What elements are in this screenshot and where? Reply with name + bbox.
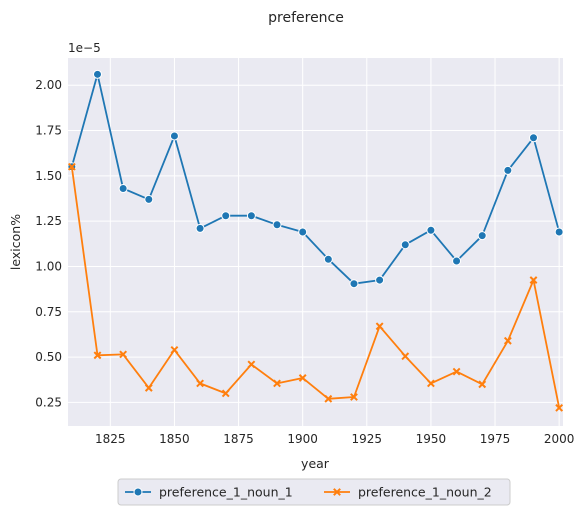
data-point xyxy=(195,223,205,233)
data-point xyxy=(272,220,282,230)
data-point xyxy=(324,394,333,403)
y-tick-label: 0.25 xyxy=(35,395,62,409)
data-point xyxy=(401,352,410,361)
series-line xyxy=(70,73,561,285)
data-point xyxy=(246,211,256,221)
plot-area xyxy=(68,58,563,426)
data-point xyxy=(273,379,281,388)
data-point xyxy=(554,227,564,237)
data-point xyxy=(170,345,179,354)
data-point xyxy=(555,403,564,412)
data-point xyxy=(400,240,410,250)
y-tick-label: 2.00 xyxy=(35,78,62,92)
data-point xyxy=(529,133,539,143)
y-tick-label: 1.50 xyxy=(35,169,62,183)
data-point xyxy=(119,350,128,359)
y-tick-label: 1.75 xyxy=(35,124,62,138)
legend-label: preference_1_noun_2 xyxy=(358,485,492,500)
data-point xyxy=(144,194,154,204)
legend-item: preference_1_noun_1 xyxy=(125,485,293,500)
data-point xyxy=(375,275,385,285)
data-point xyxy=(196,379,204,388)
y-tick-label: 1.25 xyxy=(35,214,62,228)
data-point xyxy=(67,162,76,171)
chart-title: preference xyxy=(268,10,344,26)
x-tick-label: 1975 xyxy=(480,432,511,446)
x-tick-label: 2000 xyxy=(544,432,575,446)
data-point xyxy=(298,227,308,237)
x-tick-label: 1950 xyxy=(416,432,447,446)
data-point xyxy=(529,276,538,284)
data-point xyxy=(427,379,435,388)
data-point xyxy=(478,380,487,389)
data-point xyxy=(503,165,513,175)
data-point xyxy=(452,367,461,376)
y-tick-label: 0.75 xyxy=(35,305,62,319)
data-point xyxy=(503,336,512,345)
x-axis-label: year xyxy=(301,456,330,471)
data-point xyxy=(452,256,462,266)
data-point xyxy=(133,487,143,497)
data-point xyxy=(298,374,307,382)
grid-lines xyxy=(68,58,563,426)
data-point xyxy=(323,254,333,264)
legend-label: preference_1_noun_1 xyxy=(159,485,293,500)
data-point xyxy=(247,360,256,369)
data-point xyxy=(333,488,341,496)
series-layer xyxy=(67,69,564,412)
data-point xyxy=(118,184,128,194)
data-point xyxy=(426,225,436,235)
y-tick-label: 1.00 xyxy=(35,259,62,273)
legend-item: preference_1_noun_2 xyxy=(324,485,492,500)
data-point xyxy=(221,211,231,221)
data-point xyxy=(169,131,179,141)
data-point xyxy=(375,322,384,331)
data-point xyxy=(92,69,102,79)
legend-box xyxy=(117,478,511,506)
data-point xyxy=(93,351,102,360)
y-axis-label: lexicon% xyxy=(8,214,23,270)
y-tick-label: 0.50 xyxy=(35,350,62,364)
y-axis-ticks: 0.25 0.50 0.75 1.00 1.25 1.50 1.75 2.00 xyxy=(35,78,62,409)
series-2 xyxy=(67,162,564,412)
x-axis-ticks: 1825 1850 1875 1900 1925 1950 1975 2000 xyxy=(95,432,574,446)
x-tick-label: 1875 xyxy=(223,432,254,446)
x-tick-label: 1825 xyxy=(95,432,126,446)
data-point xyxy=(477,231,487,241)
legend: preference_1_noun_1 preference_1_noun_2 xyxy=(117,478,511,506)
data-point xyxy=(350,393,358,401)
x-tick-label: 1925 xyxy=(352,432,383,446)
x-tick-label: 1900 xyxy=(287,432,318,446)
data-point xyxy=(349,279,359,289)
series-1 xyxy=(67,69,564,289)
series-line xyxy=(70,166,561,409)
y-offset-label: 1e−5 xyxy=(68,41,101,55)
data-point xyxy=(144,384,153,392)
x-tick-label: 1850 xyxy=(159,432,190,446)
data-point xyxy=(221,389,230,398)
